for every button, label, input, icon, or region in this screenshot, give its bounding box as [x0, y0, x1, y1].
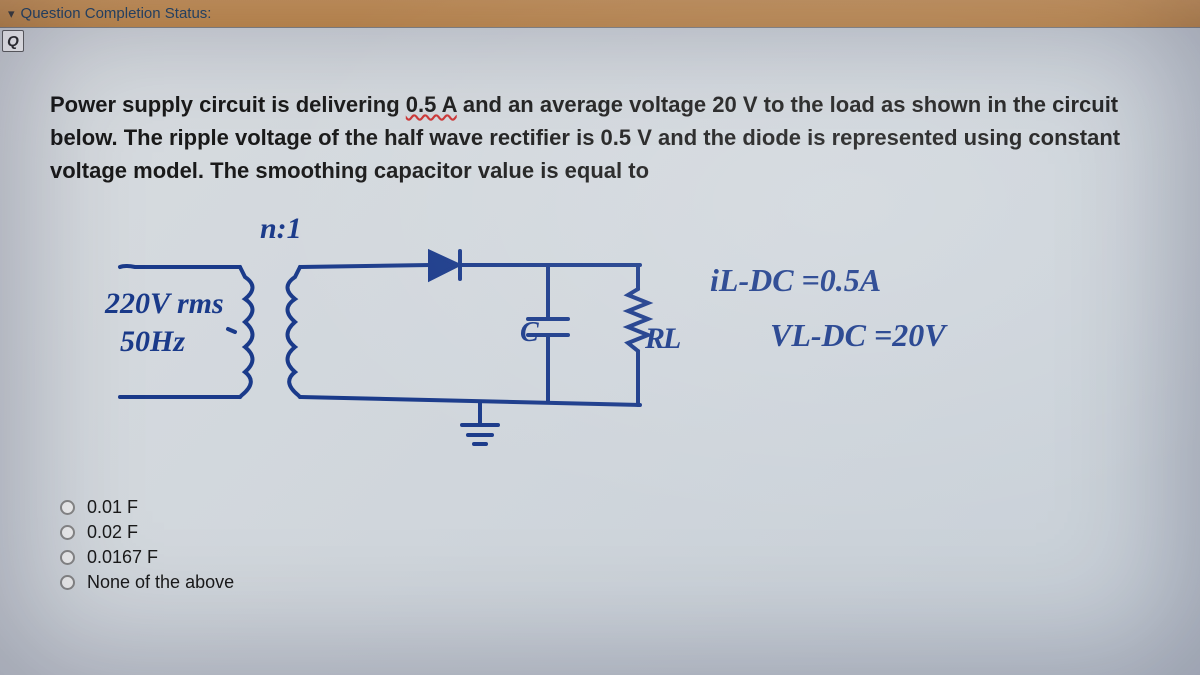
option-d[interactable]: None of the above — [60, 572, 1160, 593]
source-freq-label: 50Hz — [120, 325, 185, 359]
question-badge: Q — [2, 30, 24, 52]
answer-options: 0.01 F 0.02 F 0.0167 F None of the above — [50, 497, 1160, 593]
option-label: None of the above — [87, 572, 234, 593]
question-text: Power supply circuit is delivering 0.5 A… — [50, 88, 1160, 187]
radio-icon[interactable] — [60, 575, 75, 590]
option-b[interactable]: 0.02 F — [60, 522, 1160, 543]
option-c[interactable]: 0.0167 F — [60, 547, 1160, 568]
option-a[interactable]: 0.01 F — [60, 497, 1160, 518]
radio-icon[interactable] — [60, 500, 75, 515]
source-voltage-label: 220V rms — [105, 287, 224, 321]
status-header: ▾ Question Completion Status: — [0, 0, 1200, 28]
load-voltage-label: VL-DC =20V — [770, 317, 946, 354]
question-text-lead: Power supply circuit is delivering — [50, 92, 406, 117]
circuit-diagram: n:1 220V rms 50Hz C RL iL-DC =0.5A VL-DC… — [50, 207, 1160, 467]
collapse-icon[interactable]: ▾ — [8, 6, 15, 22]
load-current-label: iL-DC =0.5A — [710, 262, 881, 299]
question-current-value: 0.5 A — [406, 92, 457, 117]
transformer-ratio-label: n:1 — [260, 212, 302, 246]
question-body: Power supply circuit is delivering 0.5 A… — [0, 28, 1200, 617]
capacitor-label: C — [520, 317, 539, 349]
option-label: 0.02 F — [87, 522, 138, 543]
option-label: 0.01 F — [87, 497, 138, 518]
header-title: Question Completion Status: — [21, 5, 212, 22]
radio-icon[interactable] — [60, 525, 75, 540]
radio-icon[interactable] — [60, 550, 75, 565]
option-label: 0.0167 F — [87, 547, 158, 568]
load-label: RL — [645, 322, 679, 356]
